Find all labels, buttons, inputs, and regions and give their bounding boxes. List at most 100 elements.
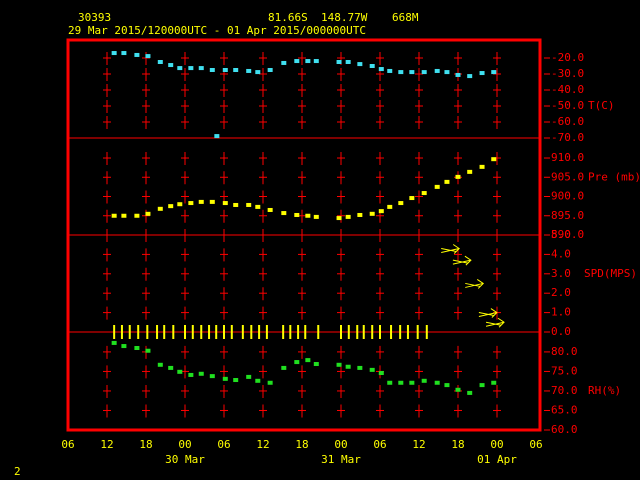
point — [357, 62, 363, 67]
latitude: 81.66S — [268, 11, 308, 24]
point — [345, 364, 351, 369]
point — [409, 380, 415, 385]
point — [378, 209, 384, 214]
point — [188, 66, 194, 71]
point — [398, 70, 404, 75]
point — [121, 344, 127, 349]
calm-bar — [208, 325, 211, 339]
point — [444, 179, 450, 184]
point — [398, 201, 404, 206]
point — [255, 70, 261, 75]
calm-bar — [425, 325, 428, 339]
panel-label: SPD(MPS) — [584, 267, 637, 280]
y-tick-label: 65.0 — [551, 403, 578, 416]
calm-bar — [297, 325, 300, 339]
point — [222, 68, 228, 72]
point — [121, 51, 127, 56]
x-tick-label: 06 — [217, 438, 230, 451]
x-tick-label: 18 — [295, 438, 308, 451]
calm-bar — [416, 325, 419, 339]
x-tick-label: 06 — [529, 438, 542, 451]
calm-bar — [156, 325, 159, 339]
point — [357, 212, 363, 217]
calm-bar — [184, 325, 186, 339]
point — [421, 70, 427, 75]
point — [369, 211, 375, 216]
point — [345, 60, 351, 64]
point — [209, 374, 215, 379]
y-tick-label: 0.0 — [551, 325, 571, 338]
point — [479, 71, 485, 76]
point — [336, 60, 342, 64]
point — [387, 204, 393, 209]
point — [305, 59, 311, 64]
point — [214, 134, 220, 139]
wind-arrow — [465, 279, 485, 289]
point — [168, 63, 174, 68]
point — [398, 380, 404, 385]
point — [255, 378, 261, 383]
point — [409, 196, 415, 201]
point — [313, 362, 319, 367]
calm-bar — [200, 325, 203, 339]
point — [168, 204, 174, 209]
point — [134, 346, 140, 351]
point — [369, 64, 375, 68]
point — [222, 376, 228, 381]
calm-bar — [120, 325, 123, 339]
y-tick-label: -40.0 — [551, 83, 584, 96]
calm-bar — [163, 325, 166, 339]
calm-bar — [340, 325, 342, 339]
y-tick-label: -50.0 — [551, 99, 584, 112]
calm-bar — [113, 325, 116, 339]
calm-bar — [371, 325, 374, 339]
y-tick-label: 2.0 — [551, 286, 571, 299]
y-tick-label: 1.0 — [551, 306, 571, 319]
point — [434, 184, 440, 189]
point — [198, 371, 204, 376]
point — [313, 59, 319, 64]
x-tick-label: 12 — [100, 438, 113, 451]
point — [434, 380, 440, 385]
x-tick-label: 18 — [139, 438, 152, 451]
point — [491, 380, 497, 385]
point — [467, 390, 473, 395]
point — [267, 68, 273, 72]
calm-bar — [137, 325, 140, 339]
panel-label: T(C) — [588, 99, 615, 112]
point — [222, 201, 228, 206]
point — [467, 169, 473, 174]
point — [305, 213, 311, 218]
date-label: 31 Mar — [321, 453, 361, 466]
x-tick-label: 00 — [490, 438, 503, 451]
calm-bar — [265, 325, 268, 339]
station-id: 30393 — [78, 11, 111, 24]
calm-bar — [215, 325, 218, 339]
calm-bar — [406, 325, 409, 339]
point — [145, 348, 151, 353]
x-tick-label: 12 — [412, 438, 425, 451]
point — [233, 378, 239, 383]
calm-bar — [172, 325, 175, 339]
point — [305, 358, 311, 363]
point — [294, 59, 300, 64]
point — [188, 201, 194, 206]
period: 29 Mar 2015/120000UTC - 01 Apr 2015/0000… — [68, 24, 366, 37]
y-tick-label: -70.0 — [551, 131, 584, 144]
y-tick-label: 4.0 — [551, 247, 571, 260]
point — [145, 211, 151, 216]
point — [233, 68, 239, 72]
point — [455, 174, 461, 179]
point — [444, 70, 450, 75]
point — [387, 380, 393, 385]
y-tick-label: 3.0 — [551, 267, 571, 280]
calm-bar — [356, 325, 359, 339]
y-tick-label: -60.0 — [551, 115, 584, 128]
y-tick-label: 70.0 — [551, 384, 578, 397]
point — [421, 191, 427, 196]
y-tick-label: 900.0 — [551, 190, 584, 203]
x-tick-label: 06 — [373, 438, 386, 451]
point — [294, 360, 300, 365]
point — [157, 206, 163, 211]
